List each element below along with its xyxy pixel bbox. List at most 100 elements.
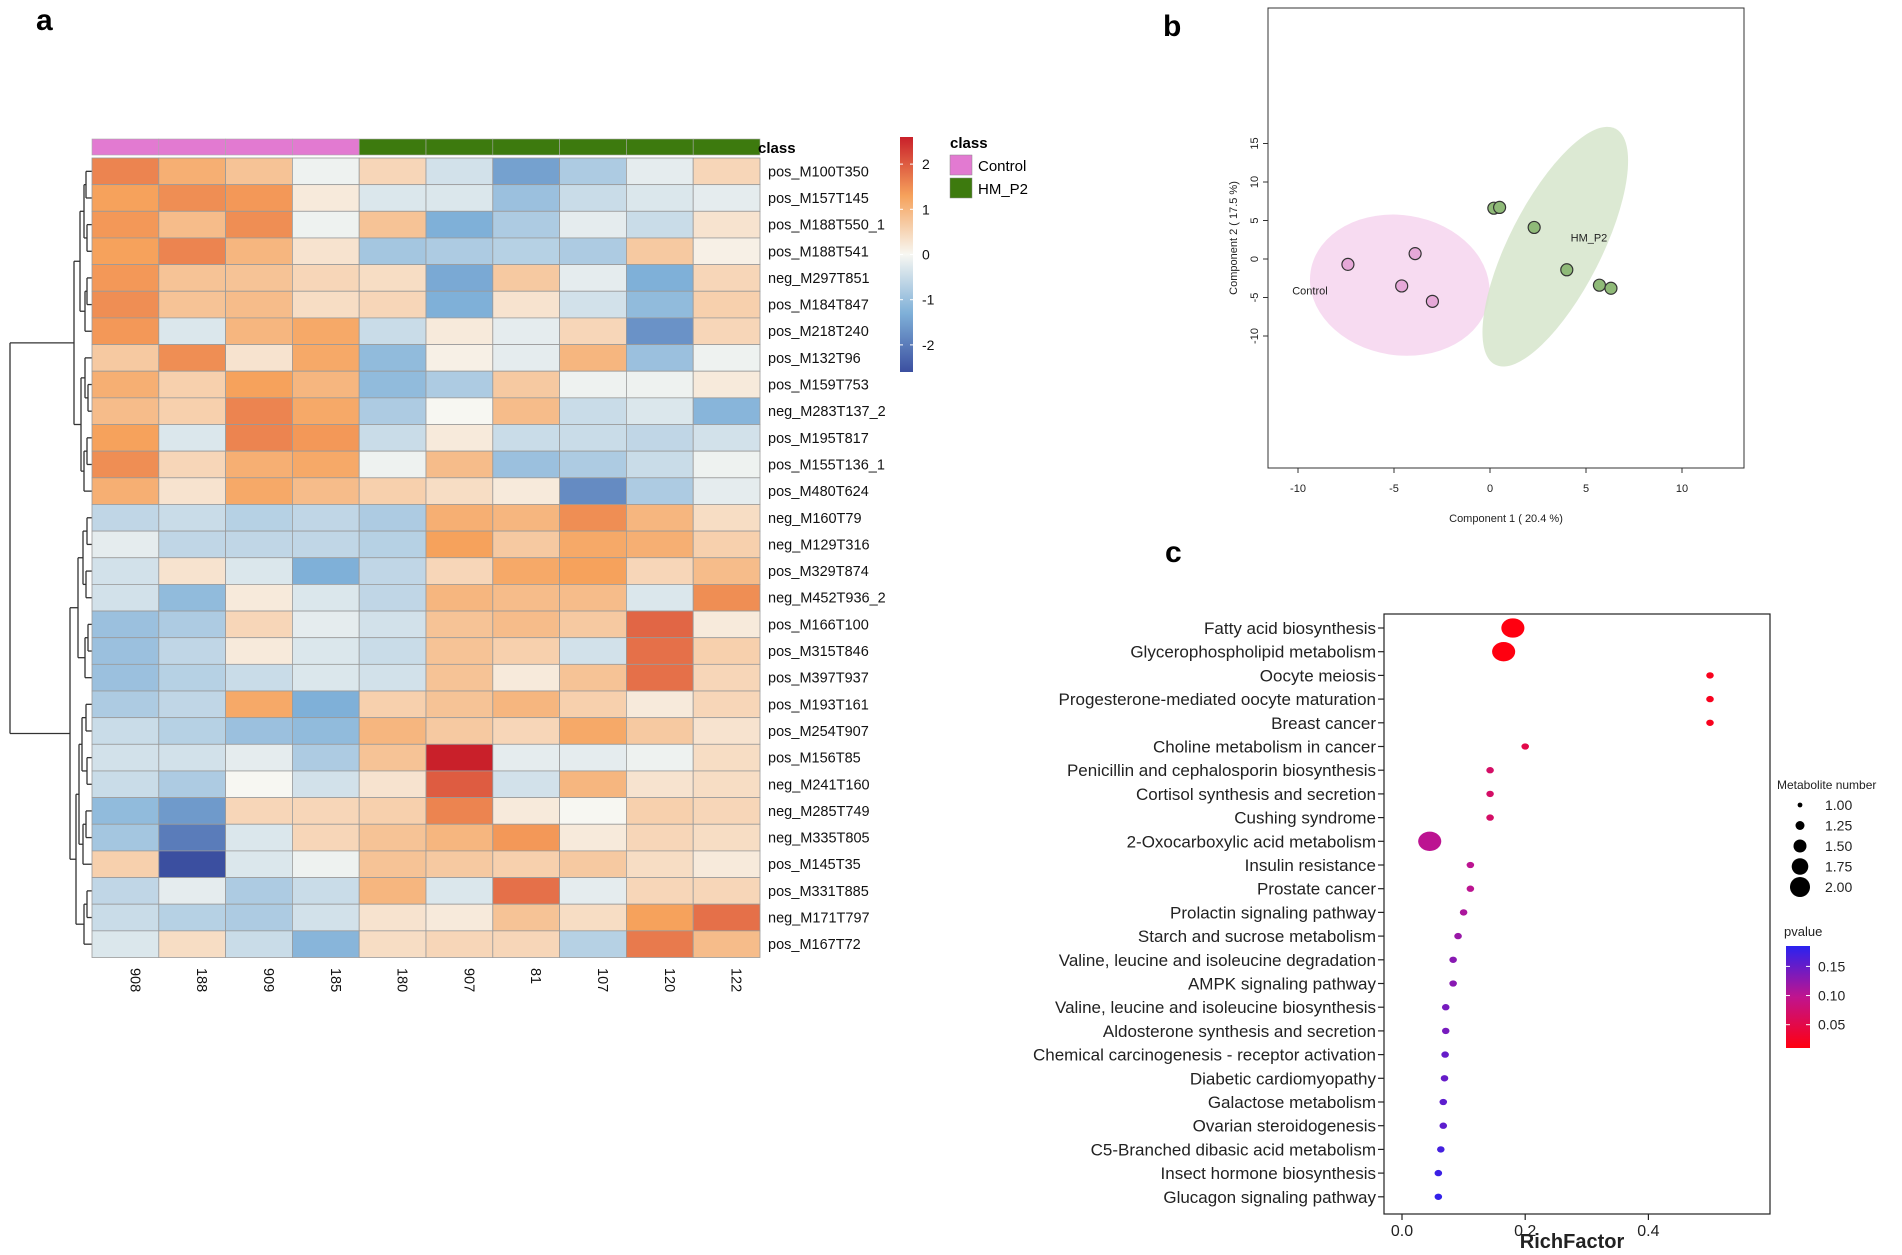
heatmap-cell: [492, 370, 560, 399]
enrichment-point: [1441, 1051, 1449, 1058]
class-bar-cell: [425, 138, 494, 156]
pathway-label: Galactose metabolism: [1208, 1093, 1376, 1112]
heatmap-cell: [291, 584, 360, 612]
heatmap-cell: [158, 290, 227, 319]
pathway-label: Ovarian steroidogenesis: [1193, 1117, 1376, 1136]
heatmap-cell: [291, 237, 360, 265]
heatmap-cell: [425, 903, 494, 932]
heatmap-cell: [91, 317, 160, 345]
panel-label-c: c: [1165, 536, 1182, 569]
heatmap-cell: [291, 690, 360, 719]
heatmap-cell: [158, 903, 227, 932]
heatmap-cell: [425, 557, 494, 585]
heatmap-cell: [91, 397, 160, 425]
heatmap-cell: [626, 584, 694, 612]
heatmap-cell: [626, 504, 694, 532]
class-bar-cell: [559, 138, 627, 156]
size-legend-dot: [1791, 858, 1809, 875]
heatmap-cell: [425, 637, 494, 665]
group-label: Control: [1292, 285, 1327, 297]
pathway-label: Glucagon signaling pathway: [1163, 1188, 1376, 1207]
heatmap-cell: [425, 370, 494, 399]
color-scale-tick-label: 2: [922, 156, 930, 172]
heatmap-cell: [559, 823, 627, 852]
enrichment-point: [1441, 1027, 1450, 1035]
class-bar-cell: [292, 138, 360, 156]
pvalue-legend: pvalue 0.15 0.10 0.05: [1784, 924, 1845, 1048]
heatmap-cell: [492, 450, 560, 479]
heatmap-cell: [358, 663, 427, 692]
heatmap-cell: [692, 637, 761, 665]
heatmap-cell: [559, 584, 627, 612]
heatmap-cell: [692, 610, 761, 639]
heatmap-cell: [692, 717, 761, 745]
heatmap-row-label: pos_M100T350: [768, 164, 869, 180]
x-tick-label: 10: [1676, 483, 1688, 495]
heatmap-column-labels: 908 188 909 185 180 907 81 107 120 122: [126, 968, 743, 992]
size-legend-label: 2.00: [1825, 879, 1852, 895]
heatmap-cell: [91, 370, 160, 399]
pathway-label: Choline metabolism in cancer: [1153, 738, 1376, 757]
heatmap-cell: [291, 424, 360, 452]
size-legend-dot: [1790, 877, 1810, 897]
heatmap-row-label: neg_M285T749: [768, 804, 870, 820]
enrichment-point: [1466, 861, 1475, 869]
heatmap-cell: [91, 450, 160, 479]
heatmap-cell: [559, 370, 627, 399]
heatmap-cell: [559, 770, 627, 799]
heatmap-cell: [358, 690, 427, 719]
heatmap-cell: [225, 823, 293, 852]
class-bar-cell: [91, 138, 160, 156]
heatmap-cell: [158, 477, 227, 505]
heatmap-cell: [158, 877, 227, 905]
heatmap-cell: [291, 504, 360, 532]
x-tick-label: 0.4: [1637, 1223, 1659, 1240]
heatmap-cell: [358, 770, 427, 799]
heatmap-cell: [358, 317, 427, 345]
enrichment-point: [1706, 672, 1714, 679]
heatmap-cell: [559, 930, 627, 958]
score-point: [1527, 220, 1541, 235]
enrichment-panel: Fatty acid biosynthesis Glycerophospholip…: [1033, 613, 1876, 1253]
heatmap-class-legend: class Control HM_P2: [949, 135, 1028, 199]
color-scale-tick-label: 0: [922, 247, 930, 263]
heatmap-cell: [425, 477, 494, 505]
heatmap-row-label: neg_M452T936_2: [768, 591, 886, 607]
heatmap-column-label: 122: [728, 968, 744, 992]
panel-label-b: b: [1163, 10, 1181, 43]
heatmap-cell: [358, 743, 427, 772]
color-scale-tick-label: -2: [922, 337, 935, 353]
enrichment-point: [1418, 831, 1442, 851]
heatmap-cell: [291, 877, 360, 905]
heatmap-cell: [492, 584, 560, 612]
panel-label-a: a: [36, 4, 53, 37]
heatmap-cell: [291, 903, 360, 932]
size-legend-label: 1.25: [1825, 818, 1852, 834]
heatmap-cell: [91, 717, 160, 745]
heatmap-cell: [358, 290, 427, 319]
heatmap-row-label: pos_M167T72: [768, 937, 861, 953]
heatmap-cell: [692, 157, 761, 186]
size-legend-label: 1.00: [1825, 797, 1852, 813]
heatmap-cell: [291, 797, 360, 825]
heatmap-cell: [91, 637, 160, 665]
heatmap-cell: [692, 344, 761, 372]
heatmap-cell: [559, 290, 627, 319]
heatmap-row-dendrogram: [9, 170, 92, 945]
x-tick-label: -10: [1290, 483, 1306, 495]
heatmap-cell: [626, 210, 694, 239]
heatmap-cell: [692, 584, 761, 612]
heatmap-cell: [425, 690, 494, 719]
heatmap-cell: [559, 450, 627, 479]
heatmap-cell: [225, 450, 293, 479]
heatmap-color-scale: 2 1 0 -1 -2: [900, 137, 935, 372]
heatmap-cell: [559, 237, 627, 265]
heatmap-cell: [91, 743, 160, 772]
heatmap-cell: [225, 290, 293, 319]
heatmap-row-label: pos_M159T753: [768, 378, 869, 394]
heatmap-cell: [291, 930, 360, 958]
heatmap-cell: [492, 743, 560, 772]
heatmap-cell: [692, 770, 761, 799]
enrichment-point: [1440, 1075, 1449, 1082]
heatmap-cell: [91, 850, 160, 878]
